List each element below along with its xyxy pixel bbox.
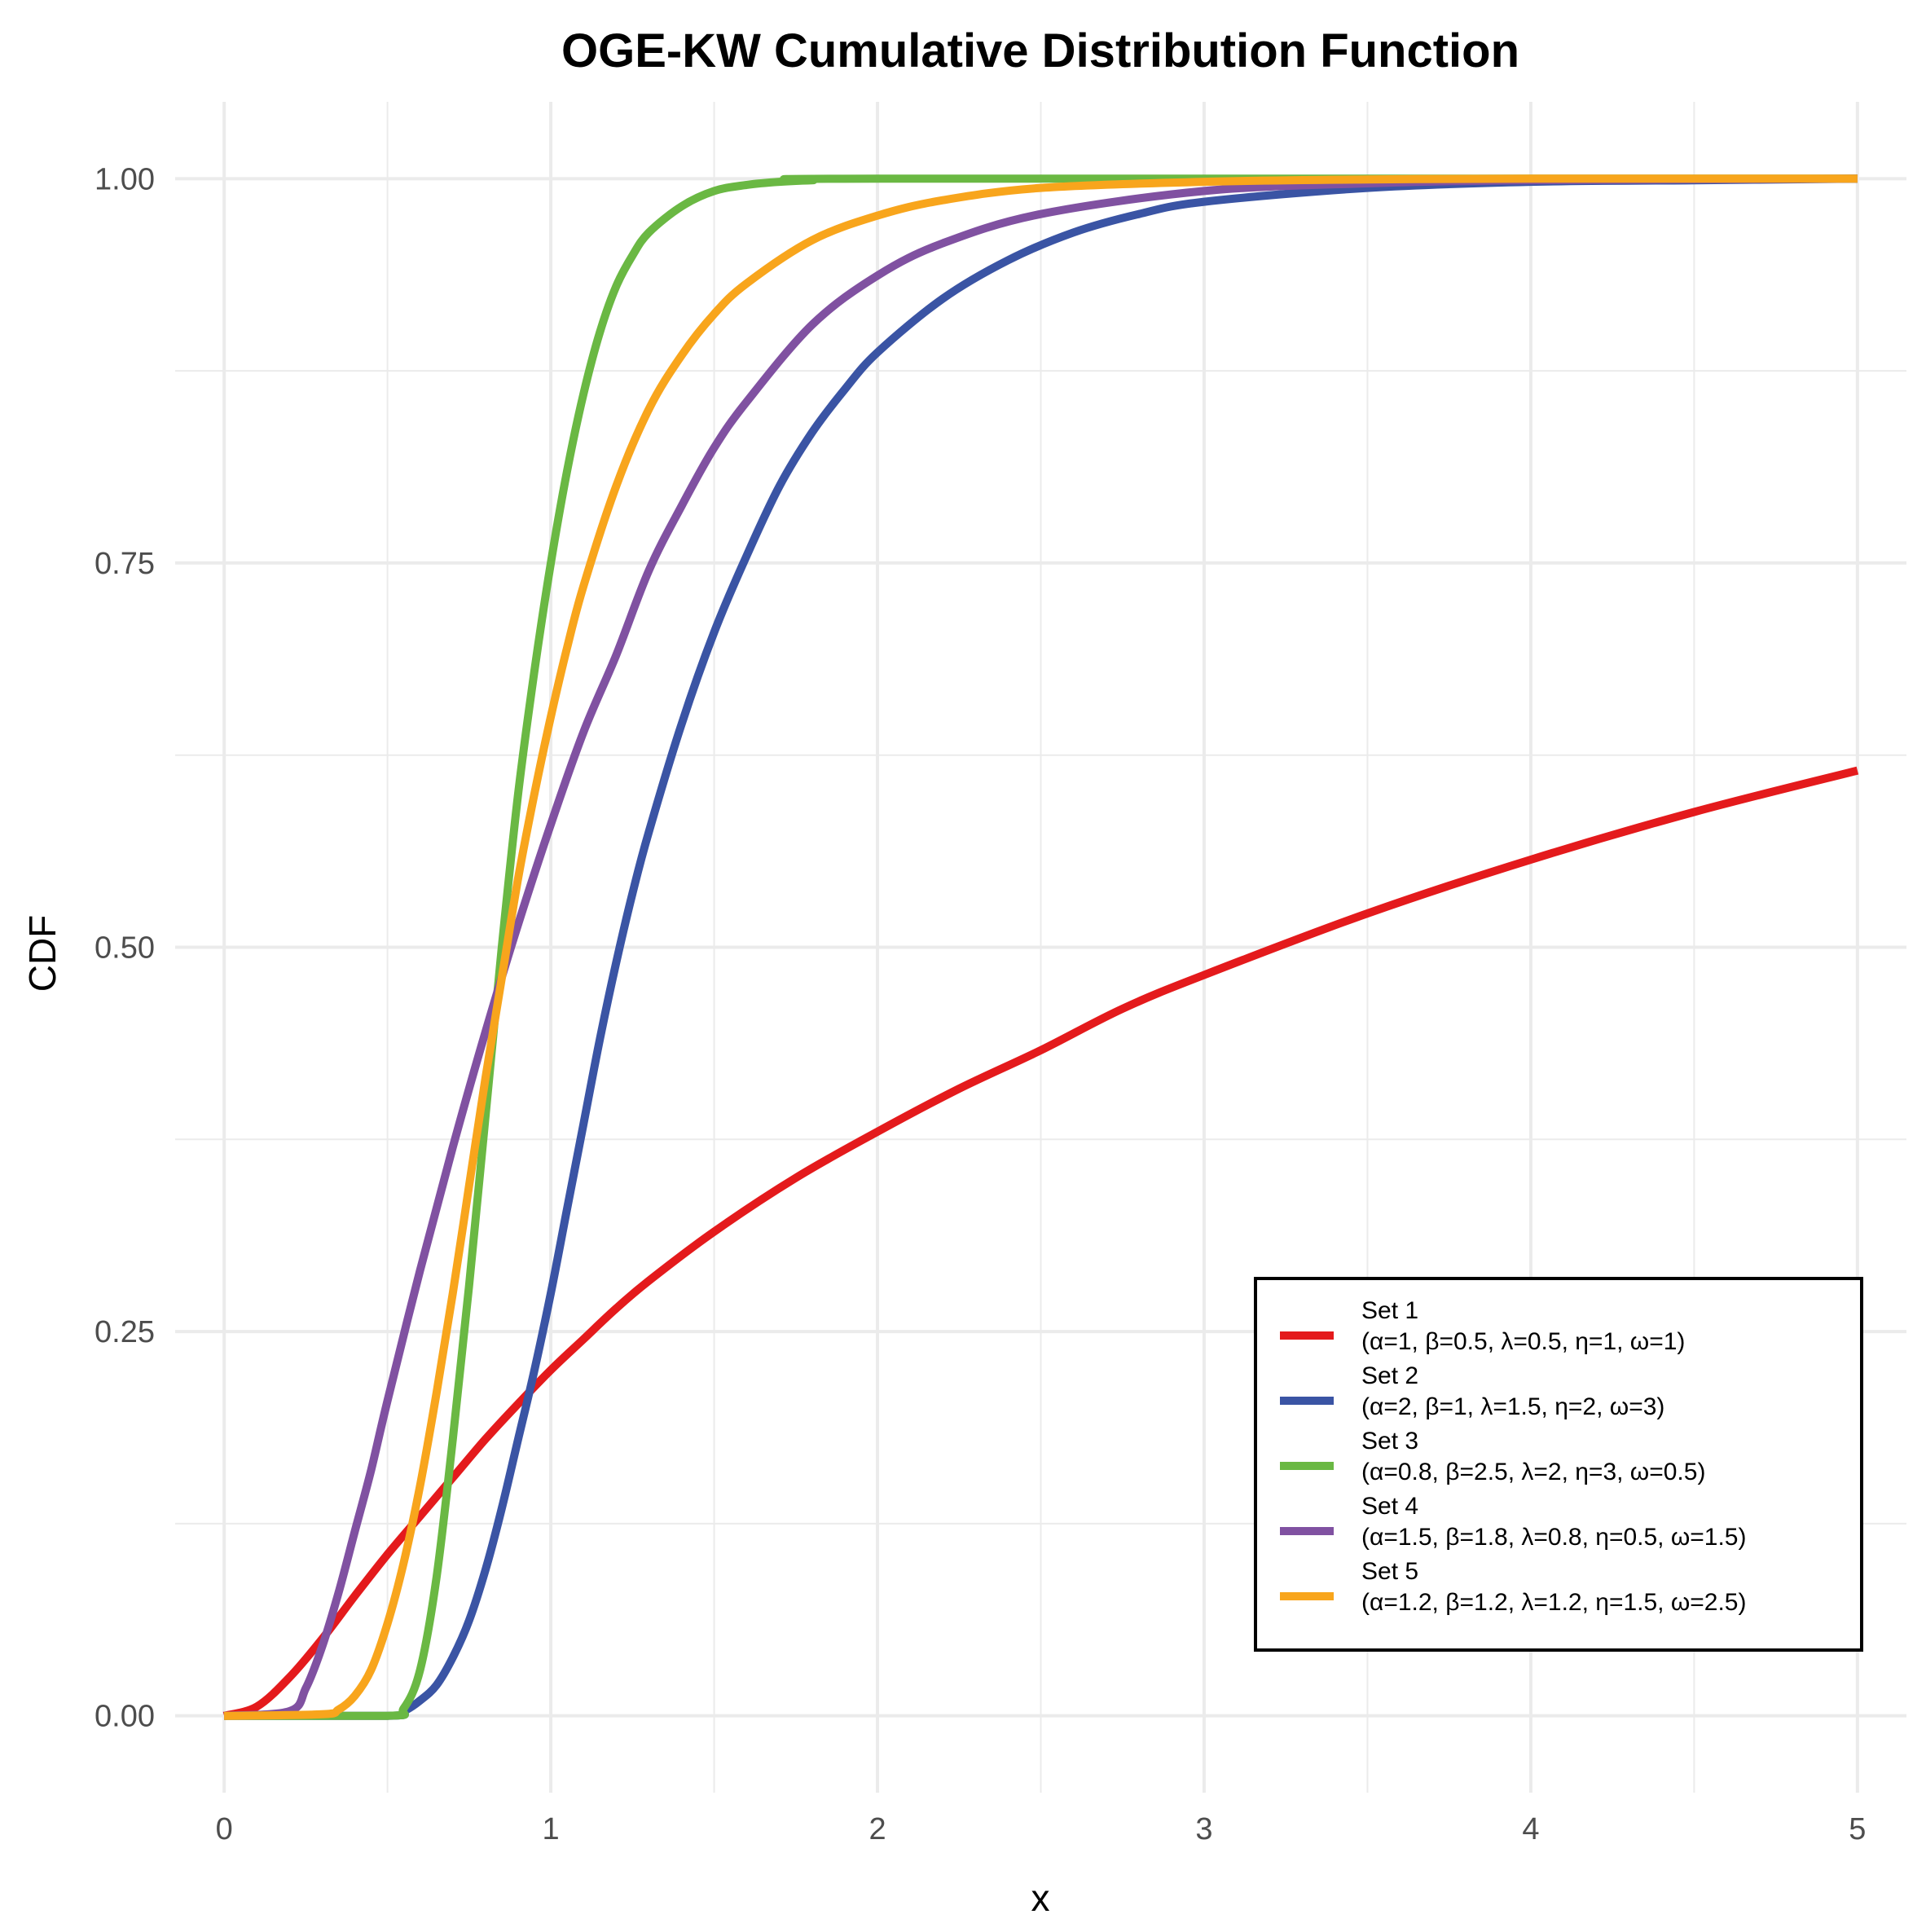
- x-tick-label: 2: [868, 1812, 886, 1846]
- legend-series-name: Set 4: [1361, 1493, 1418, 1520]
- x-tick-label: 1: [543, 1812, 560, 1846]
- legend-series-params: (α=2, β=1, λ=1.5, η=2, ω=3): [1361, 1393, 1664, 1420]
- x-axis-label: x: [1031, 1877, 1050, 1919]
- legend: Set 1 (α=1, β=0.5, λ=0.5, η=1, ω=1) Set 2 (…: [1254, 1277, 1863, 1652]
- x-tick-label: 0: [216, 1812, 233, 1846]
- legend-series-name: Set 5: [1361, 1558, 1418, 1585]
- legend-box: [1254, 1277, 1863, 1652]
- legend-series-params: (α=0.8, β=2.5, λ=2, η=3, ω=0.5): [1361, 1459, 1705, 1485]
- series-lines: [222, 174, 1859, 1720]
- series-line-set-2: [224, 174, 1858, 1720]
- y-tick-label: 1.00: [95, 162, 155, 196]
- x-tick-label: 3: [1195, 1812, 1212, 1846]
- legend-series-name: Set 3: [1361, 1428, 1418, 1455]
- series-line-set-5: [224, 174, 1858, 1720]
- y-tick-label: 0.25: [95, 1315, 155, 1349]
- y-tick-label: 0.75: [95, 547, 155, 581]
- y-tick-label: 0.00: [95, 1700, 155, 1734]
- legend-series-name: Set 2: [1361, 1362, 1418, 1389]
- y-axis-label: CDF: [21, 915, 64, 992]
- legend-series-name: Set 1: [1361, 1297, 1418, 1324]
- series-line-set-3: [224, 174, 1858, 1720]
- x-tick-label: 4: [1522, 1812, 1539, 1846]
- legend-series-params: (α=1.5, β=1.8, λ=0.8, η=0.5, ω=1.5): [1361, 1524, 1747, 1551]
- series-line-set-4: [223, 174, 1858, 1720]
- y-tick-label: 0.50: [95, 931, 155, 966]
- series-line-set-1: [222, 766, 1859, 1720]
- y-tick-labels: 0.00 0.25 0.50 0.75 1.00: [95, 162, 155, 1733]
- chart-title: OGE-KW Cumulative Distribution Function: [561, 24, 1519, 77]
- x-tick-labels: 0 1 2 3 4 5: [216, 1812, 1867, 1846]
- legend-series-params: (α=1.2, β=1.2, λ=1.2, η=1.5, ω=2.5): [1361, 1589, 1747, 1616]
- legend-series-params: (α=1, β=0.5, λ=0.5, η=1, ω=1): [1361, 1328, 1685, 1355]
- x-tick-label: 5: [1849, 1812, 1866, 1846]
